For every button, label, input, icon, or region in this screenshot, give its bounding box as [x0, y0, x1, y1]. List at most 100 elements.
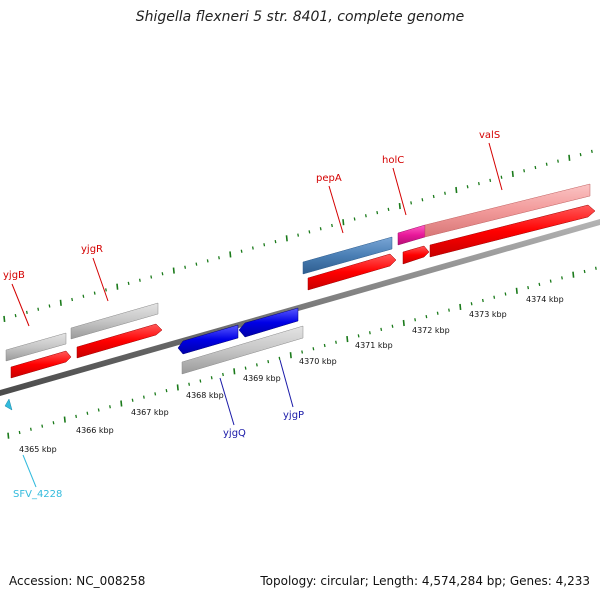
lower-minor-tick — [29, 427, 32, 431]
upper-minor-tick — [376, 210, 379, 215]
lower-minor-tick — [481, 298, 484, 303]
tick-label-4372: 4372 kbp — [412, 326, 450, 335]
leader-holC — [392, 167, 407, 216]
tick-label-4366: 4366 kbp — [76, 426, 114, 435]
cds-yjgR-arrow[interactable] — [76, 323, 163, 359]
upper-major-tick — [285, 235, 288, 242]
upper-minor-tick — [523, 169, 526, 173]
lower-minor-tick — [493, 295, 496, 299]
lower-minor-tick — [504, 292, 507, 296]
upper-major-tick — [116, 283, 119, 290]
lower-minor-tick — [165, 388, 168, 393]
upper-minor-tick — [545, 162, 548, 166]
lower-minor-tick — [131, 398, 134, 402]
genome-summary-text: Topology: circular; Length: 4,574,284 bp… — [260, 574, 590, 588]
upper-minor-tick — [218, 256, 220, 260]
cds-yjgP-arrow[interactable] — [238, 307, 299, 338]
upper-minor-tick — [71, 297, 74, 302]
lower-minor-tick — [109, 405, 111, 409]
lower-major-tick — [402, 319, 405, 327]
lower-minor-tick — [436, 311, 439, 315]
lower-tick-row — [7, 266, 597, 439]
upper-minor-tick — [444, 191, 446, 195]
lower-major-tick — [346, 336, 349, 343]
upper-major-tick — [3, 315, 6, 322]
lower-minor-tick — [561, 276, 563, 280]
gene-valS-bar[interactable] — [424, 183, 591, 238]
upper-minor-tick — [331, 223, 333, 228]
lower-major-tick — [459, 303, 462, 310]
gene-holC-bar[interactable] — [397, 224, 426, 246]
leader-yjgP — [279, 359, 294, 408]
tick-label-4371: 4371 kbp — [355, 341, 393, 350]
upper-minor-tick — [353, 217, 356, 221]
tick-label-4370: 4370 kbp — [299, 357, 337, 366]
cds-valS-arrow[interactable] — [429, 204, 596, 258]
lower-major-tick — [120, 400, 123, 407]
gene-yjgB-bar[interactable] — [5, 332, 67, 362]
upper-minor-tick — [477, 181, 480, 186]
upper-minor-tick — [184, 265, 187, 269]
label-holC: holC — [382, 155, 404, 166]
lower-minor-tick — [323, 343, 326, 348]
upper-major-tick — [511, 170, 514, 177]
upper-tick-row — [3, 149, 593, 322]
lower-minor-tick — [18, 430, 21, 435]
upper-minor-tick — [82, 294, 85, 298]
label-yjgP: yjgP — [283, 410, 304, 421]
upper-minor-tick — [14, 313, 17, 318]
lower-minor-tick — [368, 331, 371, 335]
lower-minor-tick — [527, 285, 530, 290]
lower-major-tick — [572, 271, 575, 278]
upper-minor-tick — [421, 198, 424, 202]
cds-holC-arrow[interactable] — [402, 245, 430, 265]
upper-minor-tick — [410, 201, 413, 205]
upper-minor-tick — [489, 178, 492, 183]
upper-minor-tick — [138, 278, 141, 282]
upper-minor-tick — [364, 214, 367, 218]
upper-minor-tick — [127, 281, 130, 286]
gene-SFV_4228-marker[interactable] — [4, 398, 13, 411]
tick-label-4369: 4369 kbp — [243, 374, 281, 383]
gene-yjgQ-yjgP-bar[interactable] — [181, 325, 304, 375]
lower-major-tick — [515, 287, 518, 294]
lower-minor-tick — [188, 382, 191, 386]
gene-yjgR-bar[interactable] — [70, 302, 159, 340]
upper-minor-tick — [500, 175, 503, 179]
lower-minor-tick — [301, 350, 304, 354]
upper-minor-tick — [579, 152, 582, 157]
gene-pepA-bar[interactable] — [302, 236, 393, 275]
upper-minor-tick — [263, 243, 266, 247]
cds-pepA-arrow[interactable] — [307, 253, 397, 291]
upper-minor-tick — [93, 291, 96, 295]
lower-minor-tick — [594, 266, 597, 270]
label-yjgB: yjgB — [3, 270, 25, 281]
upper-minor-tick — [557, 159, 559, 163]
label-pepA: pepA — [316, 173, 342, 184]
lower-major-tick — [289, 352, 292, 359]
lower-minor-tick — [470, 302, 473, 306]
label-SFV_4228: SFV_4228 — [13, 489, 62, 500]
upper-minor-tick — [105, 288, 107, 292]
lower-minor-tick — [380, 327, 383, 332]
upper-major-tick — [342, 219, 345, 226]
label-valS: valS — [479, 130, 500, 141]
lower-minor-tick — [414, 318, 417, 322]
upper-major-tick — [455, 186, 458, 194]
tick-label-4365: 4365 kbp — [19, 445, 57, 454]
cds-yjgQ-arrow[interactable] — [177, 324, 239, 355]
label-yjgQ: yjgQ — [223, 428, 246, 439]
lower-minor-tick — [538, 282, 541, 287]
lower-minor-tick — [244, 366, 247, 370]
upper-major-tick — [398, 203, 401, 210]
label-yjgR: yjgR — [81, 244, 103, 255]
lower-minor-tick — [75, 414, 78, 419]
lower-major-tick — [233, 368, 236, 375]
upper-minor-tick — [161, 272, 164, 276]
cds-yjgB-arrow[interactable] — [10, 350, 72, 379]
lower-major-tick — [63, 416, 66, 423]
lower-minor-tick — [335, 340, 337, 344]
leader-yjgQ — [219, 377, 235, 426]
upper-minor-tick — [240, 249, 243, 253]
lower-minor-tick — [86, 411, 89, 415]
